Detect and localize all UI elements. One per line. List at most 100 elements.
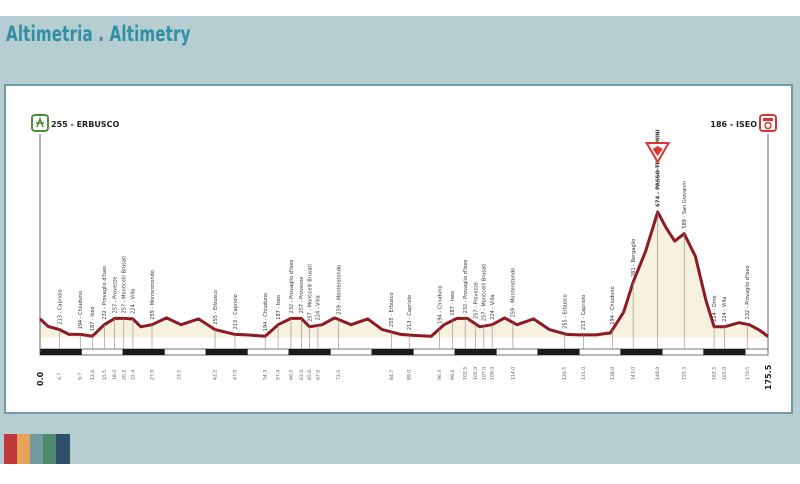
km-tick-label: 105.0 (473, 367, 479, 380)
km-tick-label: 89.0 (407, 370, 413, 380)
km-rail-segment (537, 348, 580, 356)
waypoint-label: 194 - Chiuduno (263, 293, 269, 331)
km-tick-label: 57.4 (276, 370, 282, 380)
km-rail-segment (703, 348, 746, 356)
km-tick-label: 84.7 (389, 370, 395, 380)
km-tick-label: 9.7 (78, 373, 84, 380)
km-tick-label: 72.0 (336, 370, 342, 380)
waypoint-label: 255 - Erbusco (389, 292, 395, 327)
waypoint-label: 255 - Erbusco (563, 294, 569, 329)
km-tick-label: 165.0 (722, 367, 728, 380)
end-km-label: 175.5 (764, 364, 773, 390)
waypoint-label: 224 - Villa (131, 289, 137, 314)
km-tick-label: 42.2 (213, 370, 219, 380)
km-tick-label: 22.4 (130, 370, 136, 380)
km-tick-label: 15.5 (102, 370, 108, 380)
km-rail-segment (620, 348, 663, 356)
page-title: Altimetria . Altimetry (6, 22, 191, 46)
km-tick-label: 18.0 (112, 370, 118, 380)
waypoint-label: 213 - Capriolo (407, 295, 413, 330)
km-tick-label: 54.3 (263, 370, 269, 380)
km-tick-label: 99.4 (450, 370, 456, 380)
waypoint-label: 194 - Chiuduno (437, 285, 443, 323)
waypoint-label: 232 - Provaglio d'Iseo (102, 266, 108, 320)
waypoint-label: 213 - Capriolo (57, 289, 63, 324)
waypoint-label: 224 - Villa (722, 297, 728, 322)
km-rail-segment (122, 348, 165, 356)
waypoint-label: 674 - PASSO TRE TERMINI (655, 129, 661, 207)
km-rail-segment (744, 348, 769, 356)
km-tick-label: 67.0 (315, 370, 321, 380)
waypoint-label: 257 - Monticelli Brusati (482, 263, 488, 321)
km-rail-segment (454, 348, 497, 356)
top-white-bar (0, 0, 800, 16)
waypoint-label: 259 - Monterotondo (511, 268, 517, 318)
waypoint-label: 259 - Monterotondo (150, 270, 156, 320)
km-tick-label: 4.7 (57, 373, 63, 380)
km-tick-label: 155.3 (682, 367, 688, 380)
km-tick-label: 20.2 (121, 370, 127, 380)
waypoint-label: 589 - San Giovanni (682, 181, 688, 229)
km-tick-label: 143.0 (631, 367, 637, 380)
km-tick-label: 131.0 (581, 367, 587, 380)
waypoint-label: 257 - Provezze (473, 282, 479, 319)
km-tick-label: 107.0 (481, 367, 487, 380)
km-tick-label: 63.0 (299, 370, 305, 380)
profile-area (40, 212, 768, 338)
waypoint-label: 257 - Monticelli Brusati (307, 264, 313, 322)
km-rail-segment (164, 348, 207, 356)
start-km-label: 0.0 (36, 371, 45, 386)
km-tick-label: 12.6 (90, 370, 96, 380)
waypoint-label: 213 - Capriolo (233, 294, 239, 329)
finish-label: 186 - ISEO (710, 120, 757, 129)
start-label: 255 - ERBUSCO (51, 120, 119, 129)
waypoint-label: 257 - Provezze (112, 277, 118, 314)
km-rail-segment (247, 348, 290, 356)
km-rail-segment (330, 348, 373, 356)
color-swatch (30, 434, 44, 464)
km-rail-segment (413, 348, 456, 356)
km-rail-segment (578, 348, 622, 356)
km-tick-label: 27.0 (150, 370, 156, 380)
waypoint-label: 232 - Provaglio d'Iseo (745, 265, 751, 319)
km-tick-label: 126.5 (562, 367, 568, 380)
waypoint-label: 187 - Iseo (276, 295, 282, 320)
waypoint-label: 259 - Monterotondo (336, 265, 342, 315)
km-tick-label: 60.5 (288, 370, 294, 380)
km-rail-segment (495, 348, 539, 356)
altimetry-chart-card: 4.7 9.7 12.6 15.5 18.0 20.2 22.4 27.0 33.5 42.2 47… (4, 84, 793, 414)
km-tick-label: 162.5 (712, 367, 718, 380)
waypoint-label: 224 - Villa (316, 295, 322, 320)
km-rail-segment (288, 348, 331, 356)
waypoint-label: 255 - Erbusco (213, 290, 219, 325)
color-swatch (17, 434, 31, 464)
km-tick-label: 33.5 (176, 370, 182, 380)
finish-flag-icon (759, 114, 777, 132)
color-swatch (56, 434, 70, 464)
climb-triangle-icon (644, 142, 671, 190)
waypoint-label: 232 - Provaglio d'Iseo (289, 260, 295, 314)
waypoint-label: 187 - Iseo (450, 291, 456, 316)
color-swatch (4, 434, 18, 464)
profile-line (38, 210, 769, 338)
waypoint-label: 232 - Provaglio d'Iseo (463, 260, 469, 314)
km-rail-segment (661, 348, 705, 356)
km-tick-label: 114.0 (510, 367, 516, 380)
km-tick-label: 96.3 (437, 370, 443, 380)
start-flag-icon (31, 114, 49, 132)
km-tick-label: 148.9 (655, 367, 661, 380)
km-tick-label: 65.0 (307, 370, 313, 380)
km-tick-label: 138.0 (610, 367, 616, 380)
waypoint-label: 257 - Monticelli Brusati (122, 256, 128, 314)
waypoint-label: 281 - Bergaglio (631, 239, 637, 277)
color-swatch (43, 434, 57, 464)
waypoint-label: 194 - Chiuduno (78, 291, 84, 329)
km-rail-segment (205, 348, 248, 356)
waypoint-label: 213 - Capriolo (581, 295, 587, 330)
km-rail-segment (371, 348, 414, 356)
km-rail-segment (39, 348, 82, 356)
waypoint-label: 224 - Ome (712, 295, 718, 321)
km-tick-label: 170.5 (745, 367, 751, 380)
km-tick-label: 109.0 (490, 367, 496, 380)
km-rail-segment (81, 348, 124, 356)
